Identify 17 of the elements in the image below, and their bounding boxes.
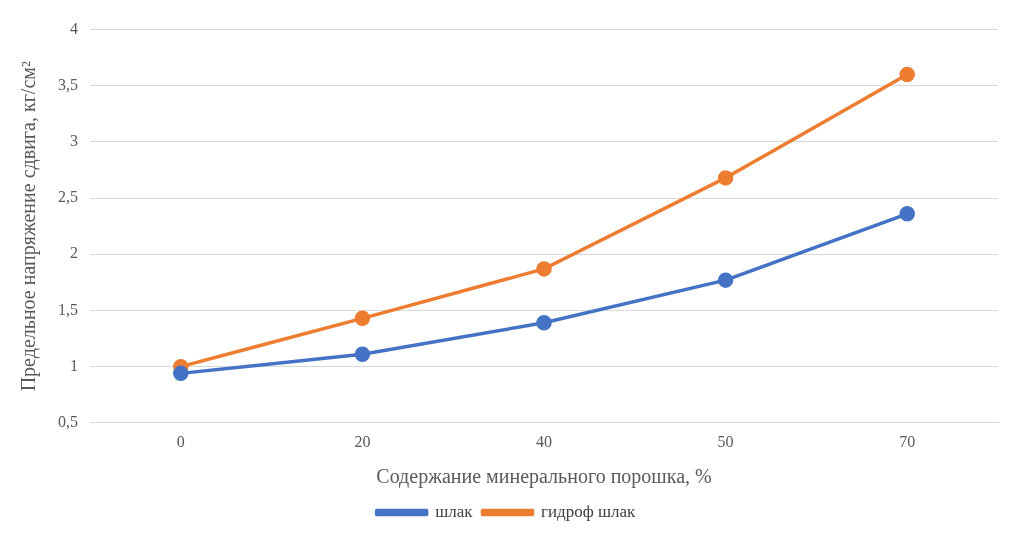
y-tick-label: 3,5: [58, 75, 78, 93]
legend-label: шлак: [435, 501, 474, 521]
x-tick-label: 40: [536, 432, 552, 450]
y-tick-label: 2: [70, 244, 78, 262]
y-tick-label: 4: [70, 19, 78, 37]
y-tick-label: 2,5: [58, 188, 78, 206]
x-tick-label: 20: [354, 432, 371, 450]
y-axis-title: Предельное напряжение сдвига, кг/см²: [17, 61, 41, 392]
y-tick-label: 0,5: [58, 413, 78, 430]
y-tick-label: 3: [70, 132, 78, 150]
legend-label: гидроф шлак: [541, 501, 637, 521]
x-tick-label: 0: [176, 432, 185, 450]
y-tick-label: 1: [70, 356, 78, 374]
x-axis-title: Содержание минерального порошка, %: [376, 465, 712, 489]
x-tick-label: 50: [717, 432, 734, 450]
y-tick-label: 1,5: [58, 300, 78, 318]
x-tick-label: 70: [899, 432, 916, 450]
